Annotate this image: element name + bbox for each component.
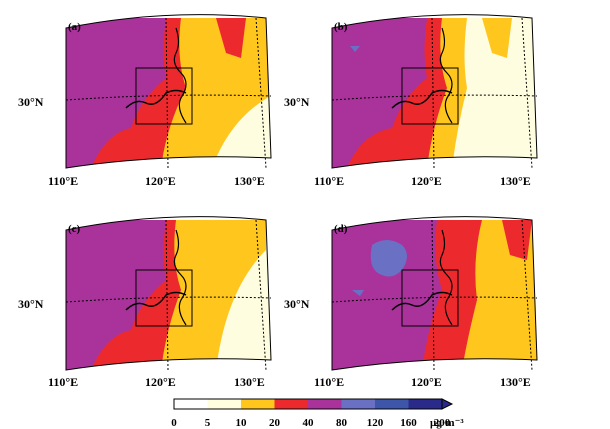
lat-label-c: 30°N: [18, 297, 44, 311]
panel-label-b: (b): [334, 21, 348, 33]
colorbar-tick-label: 80: [336, 417, 348, 429]
lat-label-b: 30°N: [284, 95, 310, 109]
colorbar-unit: μg·m⁻³: [430, 417, 464, 429]
colorbar-tick-label: 120: [367, 417, 384, 429]
colorbar-swatch: [174, 399, 208, 409]
colorbar-tick-label: 40: [303, 417, 315, 429]
lon-label-a-130: 130°E: [234, 174, 265, 188]
colorbar-tick-label: 20: [269, 417, 281, 429]
panel-a-map: [66, 18, 271, 168]
panel-label-d: (d): [334, 223, 348, 235]
lon-label-b-110: 110°E: [314, 174, 344, 188]
lon-label-c-130: 130°E: [234, 375, 265, 389]
lon-label-b-120: 120°E: [411, 174, 442, 188]
lon-label-b-130: 130°E: [500, 174, 531, 188]
lat-label-a: 30°N: [18, 95, 44, 109]
lon-label-c-110: 110°E: [48, 375, 78, 389]
colorbar-tick-label: 5: [205, 417, 211, 429]
lon-label-c-120: 120°E: [145, 375, 176, 389]
panel-a: [65, 14, 272, 169]
panel-label-a: (a): [68, 21, 81, 33]
colorbar-swatch: [408, 399, 443, 409]
panel-label-c: (c): [68, 223, 81, 235]
colorbar-tick-label: 0: [171, 417, 177, 429]
lon-label-a-110: 110°E: [48, 174, 78, 188]
colorbar-labels: 0 5 10 20 40 80 120 160 200: [171, 417, 451, 429]
colorbar: 0 5 10 20 40 80 120 160 200 μg·m⁻³: [171, 398, 464, 429]
panel-c: [65, 216, 272, 371]
lon-label-a-120: 120°E: [145, 174, 176, 188]
lat-label-d: 30°N: [284, 297, 310, 311]
panel-d-map: [332, 220, 537, 370]
colorbar-swatch: [207, 399, 242, 409]
colorbar-tick-label: 10: [236, 417, 248, 429]
colorbar-swatch: [308, 399, 342, 409]
colorbar-end-arrow: [441, 398, 454, 410]
colorbar-tick-label: 160: [400, 417, 417, 429]
panel-b: [331, 14, 538, 169]
panel-c-map: [66, 220, 271, 370]
lon-label-d-130: 130°E: [500, 375, 531, 389]
panel-d: [331, 216, 538, 371]
colorbar-swatch: [274, 399, 309, 409]
lon-label-d-110: 110°E: [314, 375, 344, 389]
colorbar-swatch: [341, 399, 376, 409]
colorbar-tick-label: 200: [434, 417, 451, 429]
colorbar-swatch: [375, 399, 409, 409]
colorbar-swatch: [241, 399, 275, 409]
colorbar-swatches: [174, 399, 443, 409]
panel-b-map: [332, 18, 537, 168]
lon-label-d-120: 120°E: [411, 375, 442, 389]
